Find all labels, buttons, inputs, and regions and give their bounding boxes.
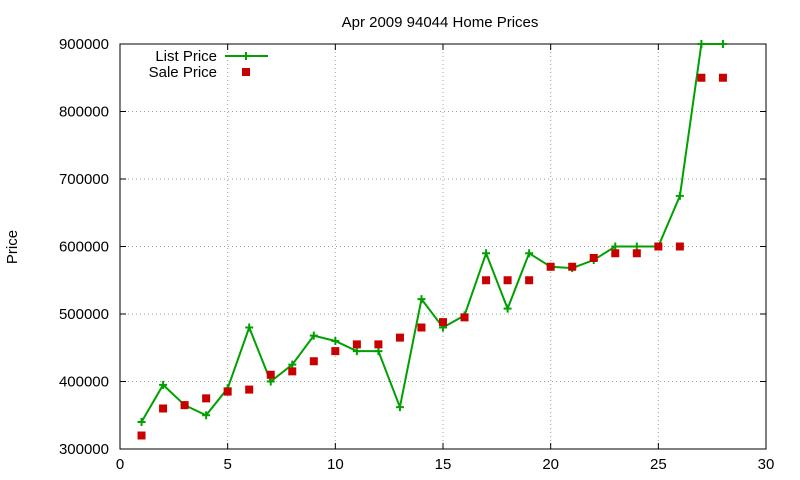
series-0 [137, 40, 727, 426]
list-price-point [352, 347, 361, 356]
list-price-point [697, 40, 706, 48]
grid [120, 44, 766, 449]
sale-price-point [202, 394, 211, 403]
sale-price-point [352, 340, 361, 349]
sale-price-point [503, 276, 512, 285]
legend-label-1: Sale Price [149, 64, 217, 81]
list-price-point [395, 403, 404, 412]
list-price-point [288, 360, 297, 369]
y-tick-label: 600000 [59, 239, 109, 256]
axes [119, 43, 767, 450]
list-price-point [503, 304, 512, 313]
sale-price-point [374, 340, 383, 349]
sale-price-point [417, 323, 426, 332]
sale-price-point [482, 276, 491, 285]
y-tick-label: 900000 [59, 36, 109, 53]
x-tick-label: 25 [650, 456, 667, 473]
list-price-point [202, 411, 211, 420]
sale-price-point [589, 253, 598, 262]
legend-label-0: List Price [155, 48, 217, 65]
x-tick-label: 10 [327, 456, 344, 473]
legend-square-swatch [242, 68, 250, 76]
list-price-point [611, 242, 620, 251]
sale-price-point [568, 262, 577, 271]
list-price-point [331, 337, 340, 345]
series [137, 40, 727, 440]
y-tick-label: 700000 [59, 171, 109, 188]
sale-price-point [266, 370, 275, 379]
legend-plus-swatch [242, 52, 250, 60]
sale-price-point [675, 242, 684, 251]
list-price-point [137, 418, 146, 426]
sale-price-point [223, 387, 232, 396]
list-price-point [675, 191, 684, 200]
y-tick-label: 300000 [59, 441, 109, 458]
x-tick-label: 30 [758, 456, 775, 473]
sale-price-point [460, 313, 469, 322]
sale-price-point [288, 367, 297, 376]
y-tick-label: 800000 [59, 104, 109, 121]
list-price-line [140, 43, 723, 423]
list-price-point [266, 377, 275, 386]
y-tick-label: 400000 [59, 374, 109, 391]
chart-title: Apr 2009 94044 Home Prices [342, 14, 539, 31]
sale-price-point [611, 249, 620, 258]
sale-price-point [632, 249, 641, 258]
series-1 [137, 73, 727, 440]
list-price-point [525, 249, 534, 258]
sale-price-point [654, 242, 663, 251]
sale-price-point [439, 318, 447, 327]
list-price-point [309, 331, 318, 340]
sale-price-point [395, 333, 404, 342]
sale-price-point [159, 404, 168, 413]
sale-price-point [718, 73, 727, 82]
x-tick-label: 5 [223, 456, 231, 473]
y-tick-label: 500000 [59, 306, 109, 323]
list-price-point [245, 323, 254, 332]
x-tick-label: 20 [542, 456, 559, 473]
x-tick-label: 15 [435, 456, 452, 473]
sale-price-point [180, 401, 189, 410]
x-tick-label: 0 [116, 456, 124, 473]
y-axis-label: Price [4, 230, 21, 264]
sale-price-point [245, 385, 254, 394]
list-price-point [632, 242, 641, 251]
list-price-point [374, 347, 383, 356]
sale-price-point [137, 431, 146, 440]
sale-price-point [309, 357, 318, 366]
sale-price-point [546, 262, 555, 271]
sale-price-point [331, 347, 340, 356]
sale-price-point [525, 276, 534, 285]
list-price-point [159, 380, 168, 389]
tick-labels: 300000 400000 500000 600000 700000 800000 9000… [59, 36, 774, 473]
sale-price-point [697, 73, 706, 82]
list-price-point [482, 249, 491, 258]
list-price-point [417, 295, 426, 304]
list-price-point [718, 40, 727, 48]
